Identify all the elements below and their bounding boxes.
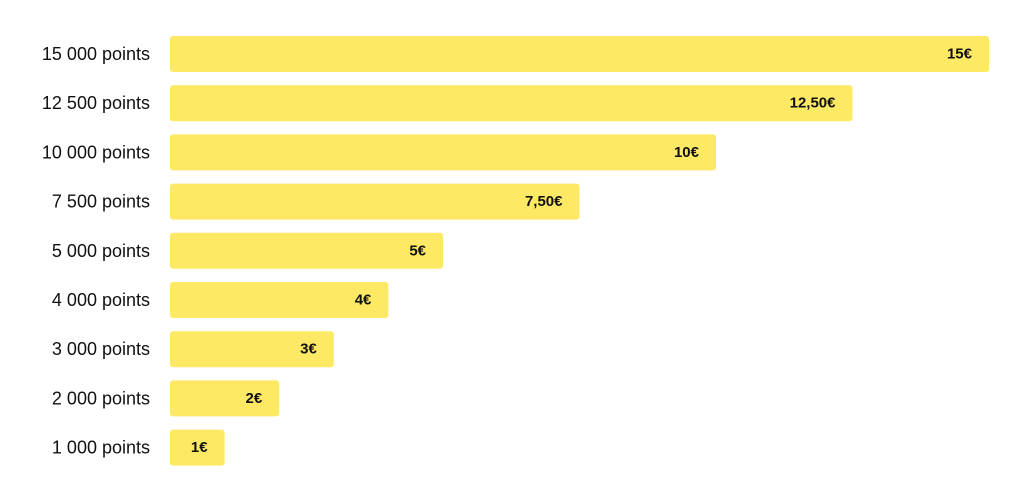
bars-layer [170,36,989,466]
category-label: 15 000 points [42,44,150,64]
category-label: 2 000 points [52,388,150,408]
bar [170,36,989,72]
category-label: 7 500 points [52,192,150,212]
value-labels: 15€ 12,50€ 10€ 7,50€ 5€ 4€ 3€ 2€ 1€ [191,46,973,457]
category-label: 5 000 points [52,241,150,261]
bar [170,282,389,318]
bar [170,232,443,269]
bar [170,85,853,122]
bar [170,331,334,368]
value-label: 2€ [246,390,263,407]
value-label: 12,50€ [790,95,837,112]
bar [170,429,225,466]
category-label: 10 000 points [42,142,150,162]
category-label: 4 000 points [52,290,150,310]
value-label: 1€ [191,439,208,456]
value-label: 10€ [674,144,700,161]
bar [170,183,580,220]
value-label: 3€ [300,341,317,358]
value-label: 4€ [355,292,372,309]
category-labels: 15 000 points 12 500 points 10 000 points 7… [42,44,150,458]
value-label: 5€ [409,242,426,259]
bar [170,134,716,171]
category-label: 12 500 points [42,93,150,113]
bar [170,380,280,417]
category-label: 3 000 points [52,339,150,359]
value-label: 15€ [947,46,973,63]
value-label: 7,50€ [525,193,563,210]
category-label: 1 000 points [52,438,150,458]
